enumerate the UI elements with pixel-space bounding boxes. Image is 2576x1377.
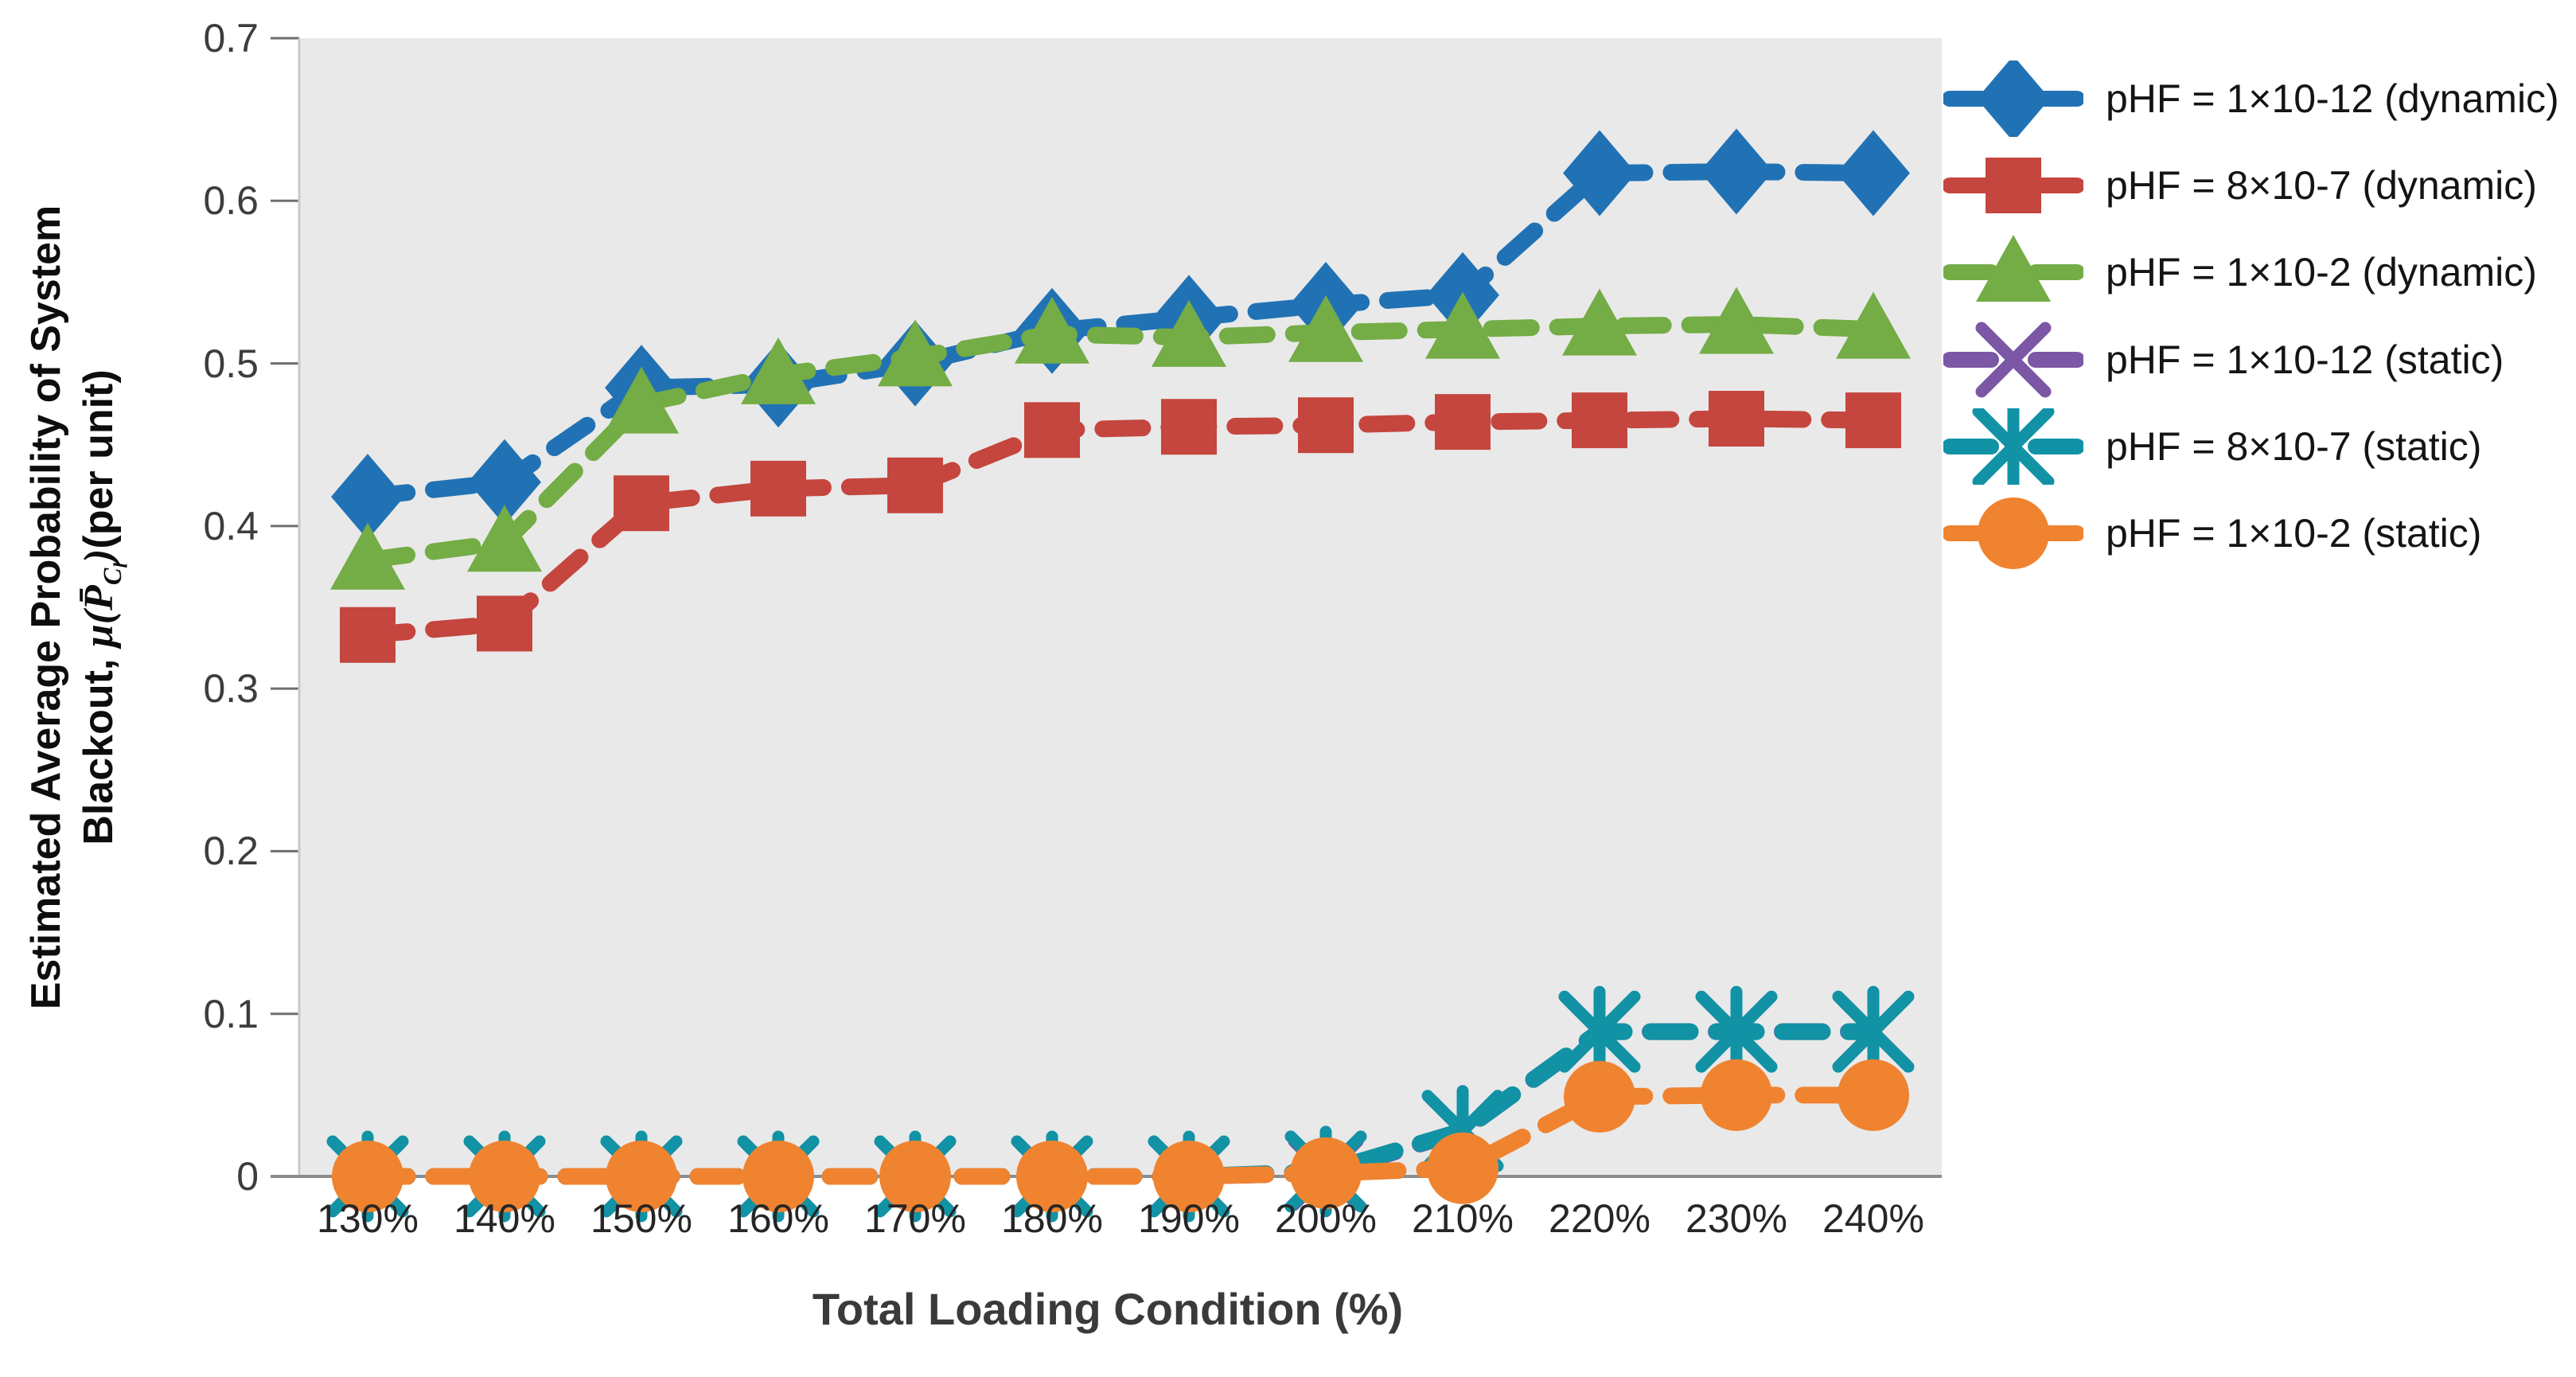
series-square [340, 391, 1901, 663]
y-tick-label: 0.3 [203, 666, 259, 712]
x-tick-label: 240% [1822, 1196, 1924, 1241]
legend-marker-diamond-icon [1943, 60, 2083, 137]
x-tick-label: 140% [454, 1196, 555, 1241]
legend-marker-circle-icon [1943, 497, 2083, 569]
y-tick-label: 0.2 [203, 829, 259, 874]
y-tick-label: 0.1 [203, 991, 259, 1036]
legend-item-label: pHF = 1×10-12 (static) [2106, 337, 2504, 382]
x-tick-label: 210% [1412, 1196, 1514, 1241]
legend-item: pHF = 1×10-2 (static) [1943, 495, 2481, 571]
y-tick-label: 0.5 [203, 341, 259, 386]
y-tick-label: 0.7 [203, 16, 259, 60]
legend-marker-triangle-icon [1943, 235, 2083, 302]
x-tick-label: 180% [1001, 1196, 1103, 1241]
legend-item: pHF = 8×10-7 (static) [1943, 408, 2481, 485]
legend-item-label: pHF = 8×10-7 (static) [2106, 423, 2482, 469]
y-axis-title-line2: Blackout, μ(P̄Cl)(per unit) [76, 369, 132, 845]
x-tick-label: 170% [864, 1196, 966, 1241]
legend-marker-square-icon [1943, 158, 2083, 214]
y-tick-label: 0.4 [203, 503, 259, 548]
legend-item: pHF = 1×10-12 (dynamic) [1943, 60, 2559, 137]
x-tick-label: 160% [727, 1196, 829, 1241]
legend-item: pHF = 1×10-2 (dynamic) [1943, 234, 2537, 310]
legend-item-label: pHF = 8×10-7 (dynamic) [2106, 163, 2537, 209]
legend-marker-asterisk-icon [1943, 408, 2083, 485]
x-tick-label: 200% [1275, 1196, 1377, 1241]
x-tick-label: 130% [317, 1196, 419, 1241]
legend-item-label: pHF = 1×10-2 (static) [2106, 511, 2482, 556]
y-tick-label: 0 [236, 1154, 259, 1199]
legend-item-label: pHF = 1×10-12 (dynamic) [2106, 76, 2559, 121]
legend: pHF = 1×10-12 (dynamic) pHF = 8×10-7 (dyn… [1943, 0, 2576, 637]
y-axis-title: Estimated Average Probability of System … [20, 0, 139, 1222]
y-axis-title-line1: Estimated Average Probability of System [23, 205, 69, 1010]
legend-marker-x-icon [1943, 322, 2083, 398]
x-tick-label: 190% [1138, 1196, 1240, 1241]
legend-item: pHF = 1×10-12 (static) [1943, 322, 2504, 398]
series-triangle [330, 287, 1911, 590]
y-tick-label: 0.6 [203, 178, 259, 224]
legend-item: pHF = 8×10-7 (dynamic) [1943, 147, 2537, 224]
x-tick-label: 150% [590, 1196, 692, 1241]
plot-area [299, 38, 1942, 1176]
x-axis-title: Total Loading Condition (%) [812, 1284, 1404, 1334]
legend-item-label: pHF = 1×10-2 (dynamic) [2106, 250, 2537, 295]
x-tick-label: 230% [1686, 1196, 1787, 1241]
series-circle [332, 1059, 1909, 1212]
x-tick-label: 220% [1549, 1196, 1650, 1241]
